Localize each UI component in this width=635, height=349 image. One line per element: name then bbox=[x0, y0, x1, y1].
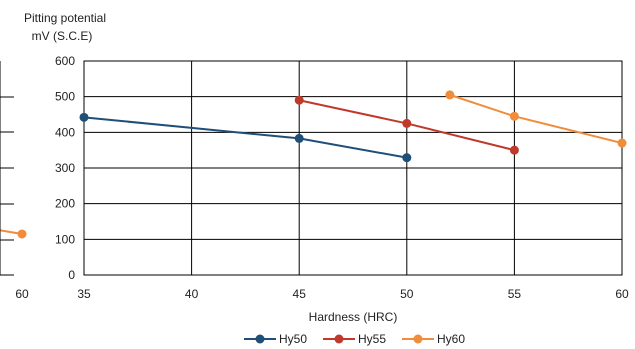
legend-label-hy60: Hy60 bbox=[437, 332, 465, 346]
y-tick-labels: 0 100 200 300 400 500 600 bbox=[55, 54, 75, 282]
legend-marker-hy50 bbox=[255, 334, 265, 344]
data-point-hy60 bbox=[445, 90, 455, 100]
axes bbox=[83, 60, 623, 276]
data-point-hy55 bbox=[402, 118, 412, 128]
y-tick-label: 300 bbox=[55, 161, 75, 175]
series-hy60 bbox=[445, 90, 627, 148]
x-tick-label: 50 bbox=[400, 287, 414, 301]
data-point-hy50 bbox=[402, 153, 412, 163]
y-axis-label-line2: mV (S.C.E) bbox=[32, 29, 93, 43]
legend-item-hy50: Hy50 bbox=[244, 332, 307, 346]
series-group bbox=[79, 90, 627, 163]
x-tick-label: 35 bbox=[77, 287, 91, 301]
y-tick-label: 500 bbox=[55, 90, 75, 104]
y-tick-label: 400 bbox=[55, 125, 75, 139]
y-tick-label: 0 bbox=[68, 268, 75, 282]
x-tick-label: 60 bbox=[615, 287, 629, 301]
series-hy50 bbox=[79, 112, 412, 163]
data-point-hy55 bbox=[509, 145, 519, 155]
legend: Hy50 Hy55 Hy60 bbox=[244, 332, 465, 346]
data-point-hy50 bbox=[294, 133, 304, 143]
legend-marker-hy60 bbox=[413, 334, 423, 344]
data-point-hy50 bbox=[79, 112, 89, 122]
plot-area-border bbox=[83, 60, 623, 276]
legend-label-hy55: Hy55 bbox=[358, 332, 386, 346]
series-line-hy60 bbox=[449, 93, 623, 145]
legend-item-hy55: Hy55 bbox=[323, 332, 386, 346]
x-tick-label: 45 bbox=[293, 287, 307, 301]
data-point-hy60 bbox=[509, 111, 519, 121]
y-axis-label-line1: Pitting potential bbox=[24, 11, 106, 25]
gridlines bbox=[83, 60, 623, 276]
left-fragment-series bbox=[0, 229, 27, 239]
series-hy55 bbox=[294, 95, 519, 155]
left-fragment-tick-label: 60 bbox=[15, 287, 29, 301]
y-tick-label: 600 bbox=[55, 54, 75, 68]
x-tick-labels: 35 40 45 50 55 60 bbox=[77, 287, 629, 301]
x-tick-label: 40 bbox=[185, 287, 199, 301]
x-tick-label: 55 bbox=[508, 287, 522, 301]
y-tick-label: 100 bbox=[55, 232, 75, 246]
x-axis-label: Hardness (HRC) bbox=[309, 310, 398, 324]
y-tick-label: 200 bbox=[55, 197, 75, 211]
legend-marker-hy55 bbox=[334, 334, 344, 344]
legend-label-hy50: Hy50 bbox=[279, 332, 307, 346]
data-point-hy60 bbox=[617, 138, 627, 148]
data-point-hy55 bbox=[294, 95, 304, 105]
left-fragment-data-point bbox=[17, 229, 27, 239]
left-chart-fragment: 60 bbox=[0, 61, 29, 301]
series-line-hy50 bbox=[83, 116, 407, 159]
legend-item-hy60: Hy60 bbox=[402, 332, 465, 346]
